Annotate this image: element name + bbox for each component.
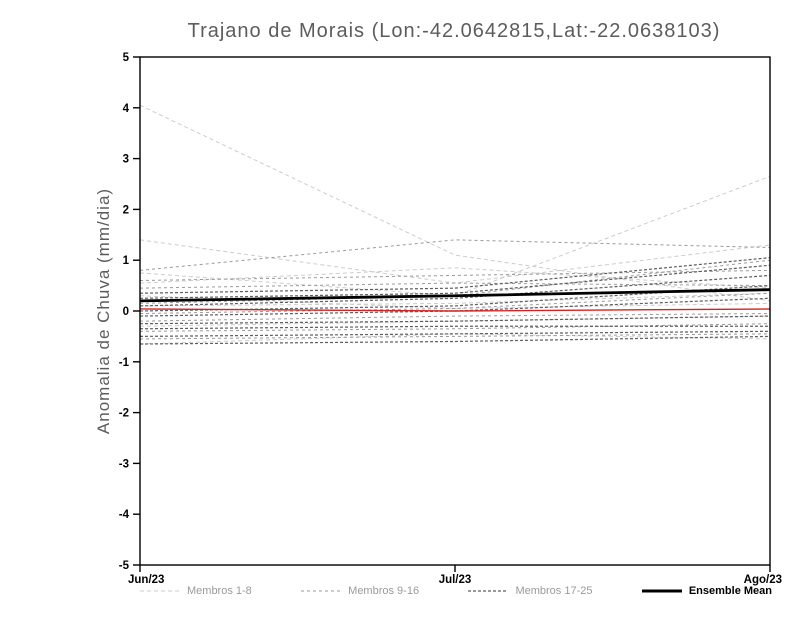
legend-item-ensemble-mean: Ensemble Mean xyxy=(641,585,772,597)
legend-label: Membros 9-16 xyxy=(348,585,420,597)
legend-item-membros-3: Membros 17-25 xyxy=(468,585,592,597)
member-line-g3-m8 xyxy=(139,330,771,337)
y-tick-label: -5 xyxy=(119,560,130,572)
member-line-g3-m9 xyxy=(139,335,771,345)
legend-item-membros-1: Membros 1-8 xyxy=(140,585,252,597)
member-line-g3-m7 xyxy=(139,325,770,330)
ensemble-mean-line xyxy=(139,288,771,303)
chart-legend: Membros 1-8 Membros 9-16 Membros 17-25 Ense… xyxy=(140,585,772,597)
x-tick-label: Jun/23 xyxy=(128,574,164,586)
legend-line-sample xyxy=(301,590,342,592)
y-tick-label: 5 xyxy=(123,52,130,64)
member-line-g1-m2 xyxy=(139,239,771,284)
member-line-g1-m7 xyxy=(139,333,771,345)
y-tick-label: 3 xyxy=(123,154,129,166)
member-line-g1-m3 xyxy=(139,175,771,297)
y-tick-label: -4 xyxy=(119,509,130,521)
member-line-g1-m5 xyxy=(139,292,771,307)
member-line-g2-m1 xyxy=(139,239,771,271)
y-tick-label: -3 xyxy=(119,458,129,470)
legend-line-sample xyxy=(140,590,180,592)
y-tick-label: -2 xyxy=(119,408,129,420)
y-tick-label: 2 xyxy=(123,204,129,216)
member-line-g1-m1 xyxy=(139,104,771,302)
chart-title: Trajano de Morais (Lon:-42.0642815,Lat:-… xyxy=(187,20,721,42)
legend-label: Membros 17-25 xyxy=(515,585,593,597)
y-tick-label: 1 xyxy=(123,255,130,267)
legend-item-membros-2: Membros 9-16 xyxy=(301,585,419,597)
member-line-g3-m2 xyxy=(139,264,771,299)
member-line-g1-m4 xyxy=(139,267,771,289)
y-tick-label: 4 xyxy=(123,103,130,115)
legend-line-sample xyxy=(468,590,509,592)
member-line-g3-m5 xyxy=(139,297,771,317)
member-line-g2-m3 xyxy=(139,282,771,289)
member-line-g3-m6 xyxy=(139,315,771,325)
x-tick-label: Jul/23 xyxy=(439,574,472,586)
x-tick-label: Ago/23 xyxy=(744,574,782,586)
member-line-g2-m2 xyxy=(139,269,771,282)
member-line-g3-m1 xyxy=(139,257,771,294)
legend-label: Membros 1-8 xyxy=(187,585,252,597)
y-tick-label: 0 xyxy=(123,306,129,318)
y-tick-label: -1 xyxy=(119,357,130,369)
reference-line xyxy=(139,308,771,312)
legend-label: Ensemble Mean xyxy=(688,585,772,597)
member-line-g3-m3 xyxy=(139,274,771,307)
legend-line-sample xyxy=(641,589,682,593)
